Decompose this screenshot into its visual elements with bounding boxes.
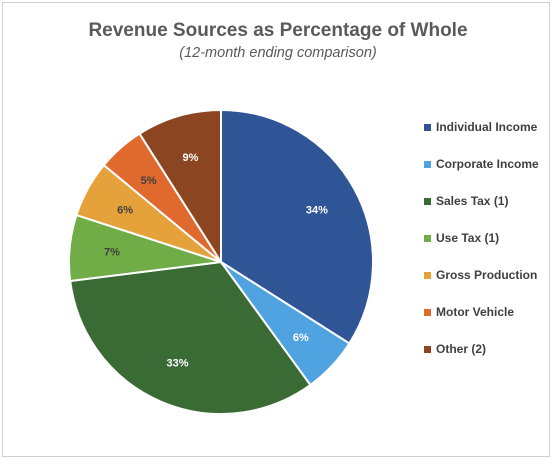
chart-subtitle: (12-month ending comparison) bbox=[179, 45, 377, 61]
legend-item-use-tax-1: Use Tax (1) bbox=[424, 229, 499, 247]
data-label-gross-production: 6% bbox=[117, 204, 133, 216]
legend-swatch bbox=[424, 123, 431, 131]
legend-label: Other (2) bbox=[436, 342, 487, 356]
legend-item-other-2: Other (2) bbox=[424, 340, 486, 358]
pie-slice-other-2 bbox=[138, 108, 222, 266]
legend-label: Use Tax (1) bbox=[436, 231, 500, 245]
data-label-individual-income: 34% bbox=[306, 204, 328, 216]
legend-swatch bbox=[424, 308, 431, 316]
pie-slice-sales-tax-1 bbox=[69, 260, 312, 415]
legend-swatch bbox=[424, 271, 431, 279]
data-label-sales-tax-1: 33% bbox=[166, 357, 188, 369]
legend-swatch bbox=[424, 160, 431, 168]
data-label-corporate-income: 6% bbox=[293, 332, 309, 344]
chart-title: Revenue Sources as Percentage of Whole bbox=[88, 20, 468, 41]
legend-label: Corporate Income bbox=[436, 157, 539, 171]
data-label-motor-vehicle: 5% bbox=[141, 175, 157, 187]
legend-label: Individual Income bbox=[436, 120, 538, 134]
legend-item-gross-production: Gross Production bbox=[424, 266, 537, 284]
legend-swatch bbox=[424, 345, 431, 353]
legend-swatch bbox=[424, 234, 431, 242]
data-label-other-2: 9% bbox=[183, 152, 199, 164]
legend-label: Sales Tax (1) bbox=[436, 194, 509, 208]
legend-item-sales-tax-1: Sales Tax (1) bbox=[424, 192, 508, 210]
legend-label: Motor Vehicle bbox=[436, 305, 515, 319]
legend-item-corporate-income: Corporate Income bbox=[424, 155, 539, 173]
legend-label: Gross Production bbox=[436, 268, 538, 282]
legend-item-motor-vehicle: Motor Vehicle bbox=[424, 303, 514, 321]
legend-item-individual-income: Individual Income bbox=[424, 118, 537, 136]
legend-swatch bbox=[424, 197, 431, 205]
data-label-use-tax-1: 7% bbox=[104, 247, 120, 259]
